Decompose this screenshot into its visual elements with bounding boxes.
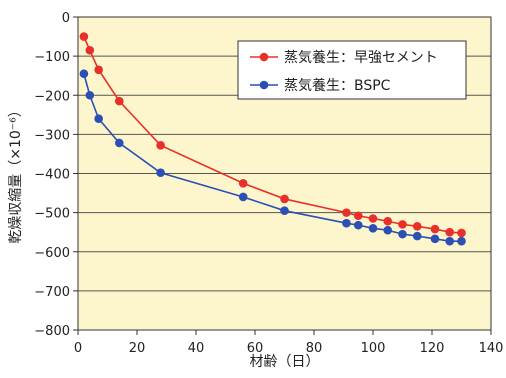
tick-labels: 0 −100 −200 −300 −400 −500 −600 −700 −800 0 20 40 60… [34, 11, 503, 356]
y-tick-label-0: 0 [62, 11, 70, 26]
data-point-s0-2 [94, 65, 103, 75]
data-point-s0-1 [85, 45, 95, 55]
data-point-s0-14 [445, 227, 455, 237]
x-tick-label-5: 100 [361, 341, 386, 356]
data-point-s0-0 [79, 32, 89, 41]
legend-label-0: 蒸気養生：早強セメント [284, 49, 438, 66]
data-point-s1-9 [368, 223, 378, 233]
x-tick-label-6: 120 [420, 341, 445, 356]
legend-box [237, 40, 467, 100]
x-tick-label-1: 20 [129, 341, 146, 356]
legend-item-0: 蒸気養生：早強セメント [250, 49, 438, 66]
data-point-s0-8 [353, 211, 363, 221]
data-point-s0-5 [238, 178, 248, 188]
data-point-s1-7 [342, 218, 351, 228]
x-tick-label-3: 60 [247, 341, 264, 356]
x-tick-label-0: 0 [74, 341, 82, 356]
data-point-s0-13 [430, 224, 440, 234]
x-tick-label-4: 80 [306, 341, 323, 356]
data-point-s1-10 [383, 225, 393, 235]
legend-label-1: 蒸気養生：BSPC [284, 77, 391, 94]
data-point-s1-15 [457, 236, 466, 246]
data-point-s0-12 [412, 222, 422, 231]
data-point-s1-6 [280, 206, 289, 215]
y-tick-label-4: −400 [34, 168, 70, 183]
y-tick-label-2: −200 [34, 89, 70, 104]
legend-marker-0 [259, 52, 269, 62]
data-point-s0-9 [368, 214, 378, 223]
data-point-s0-7 [342, 208, 351, 217]
data-point-s1-13 [430, 234, 440, 244]
y-tick-label-6: −600 [34, 246, 70, 261]
data-point-s0-3 [115, 96, 124, 106]
data-point-s1-5 [238, 192, 248, 202]
data-point-s1-3 [115, 138, 124, 148]
x-tick-label-7: 140 [479, 341, 504, 356]
legend-marker-1 [259, 80, 269, 90]
y-axis-title: 乾燥収縮量（×10⁻⁶） [8, 103, 24, 244]
y-tick-label-8: −800 [34, 324, 70, 339]
data-point-s0-6 [280, 194, 289, 204]
series-layer [79, 32, 466, 246]
data-point-s1-1 [85, 90, 95, 100]
data-point-s1-0 [79, 69, 89, 79]
x-axis-title: 材齢（日） [250, 354, 320, 370]
data-point-s0-4 [156, 141, 165, 150]
data-point-s1-12 [412, 231, 422, 241]
data-point-s1-11 [398, 229, 407, 239]
data-point-s1-14 [445, 236, 455, 246]
y-tick-label-3: −300 [34, 128, 70, 143]
data-point-s1-4 [156, 168, 165, 178]
legend-item-1: 蒸気養生：BSPC [250, 77, 391, 94]
data-point-s1-2 [94, 114, 103, 124]
data-point-s0-15 [457, 228, 466, 238]
y-tick-label-7: −700 [34, 285, 70, 300]
data-point-s0-10 [383, 216, 393, 226]
y-tick-label-5: −500 [34, 207, 70, 222]
data-point-s1-8 [353, 220, 363, 230]
x-tick-label-2: 40 [188, 341, 205, 356]
legend: 蒸気養生：早強セメント 蒸気養生：BSPC [237, 40, 467, 100]
series-line-1 [83, 73, 462, 242]
data-point-s0-11 [398, 220, 407, 229]
series-line-0 [83, 36, 462, 234]
y-tick-label-1: −100 [34, 50, 70, 65]
